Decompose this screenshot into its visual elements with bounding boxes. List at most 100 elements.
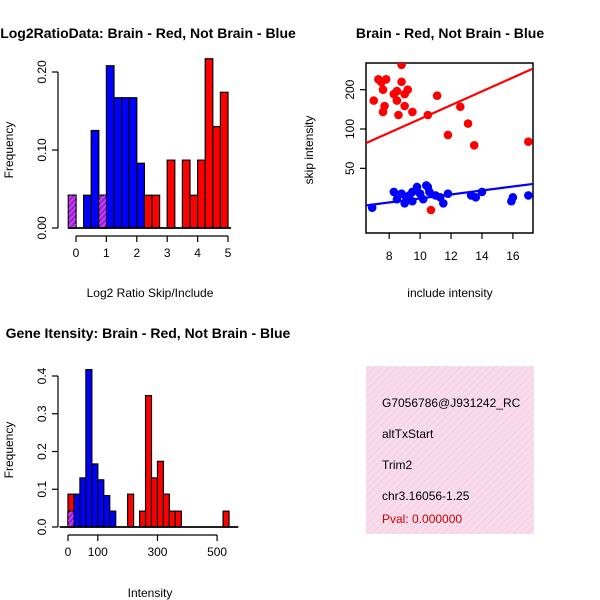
x-tick-label: 14 xyxy=(475,249,489,263)
x-axis-label: Intensity xyxy=(128,586,173,600)
x-tick-label: 16 xyxy=(506,249,520,263)
y-tick-label: 50 xyxy=(343,161,357,175)
gene-name: Trim2 xyxy=(382,458,413,472)
chart-title: Log2RatioData: Brain - Red, Not Brain - … xyxy=(0,25,296,41)
brain-bar xyxy=(151,194,161,229)
not-brain-point xyxy=(408,196,417,206)
brain-point xyxy=(463,119,473,128)
y-tick-label: 0.3 xyxy=(35,405,49,422)
y-tick-label: 0.4 xyxy=(35,367,49,384)
brain-point xyxy=(456,102,465,112)
not-brain-point xyxy=(389,187,399,197)
brain-bar xyxy=(143,194,153,229)
x-tick-label: 12 xyxy=(444,249,458,263)
y-tick-label: 200 xyxy=(343,79,357,99)
not-brain-bar xyxy=(113,97,123,229)
x-tick-label: 3 xyxy=(164,246,171,260)
overlap-hatch xyxy=(68,511,74,527)
chart-title: Gene Itensity: Brain - Red, Not Brain - … xyxy=(6,325,291,341)
y-tick-label: 0.20 xyxy=(35,60,49,84)
brain-bar xyxy=(127,493,135,528)
intensity-scatter: Brain - Red, Not Brain - Blue include in… xyxy=(302,25,544,300)
not-brain-bar xyxy=(103,495,111,528)
x-tick-label: 300 xyxy=(147,545,167,559)
gene-intensity-histogram: Gene Itensity: Brain - Red, Not Brain - … xyxy=(2,325,291,600)
brain-bar xyxy=(138,510,147,528)
brain-bar xyxy=(204,58,214,229)
not-brain-bar xyxy=(91,463,99,528)
brain-point xyxy=(400,101,409,111)
not-brain-bar xyxy=(85,368,93,528)
x-tick-label: 100 xyxy=(88,545,108,559)
y-tick-label: 0.1 xyxy=(35,481,49,498)
not-brain-point xyxy=(439,199,448,208)
not-brain-point xyxy=(367,203,377,212)
x-tick-label: 4 xyxy=(194,246,201,260)
brain-point xyxy=(378,85,388,94)
event-type: altTxStart xyxy=(382,427,434,441)
y-axis-label: Frequency xyxy=(2,422,16,479)
x-tick-label: 0 xyxy=(73,246,80,260)
brain-point xyxy=(469,141,479,150)
y-tick-label: 0.2 xyxy=(35,443,49,460)
x-axis-label: include intensity xyxy=(407,286,492,300)
brain-bar xyxy=(156,460,165,528)
brain-point xyxy=(524,137,533,146)
y-axis-label: skip intensity xyxy=(302,116,316,185)
not-brain-point xyxy=(412,182,422,192)
brain-point xyxy=(397,63,406,70)
not-brain-bar xyxy=(90,129,100,229)
brain-bar xyxy=(181,159,191,229)
brain-point xyxy=(380,101,389,111)
plot-area xyxy=(366,63,533,215)
x-tick-label: 8 xyxy=(386,249,393,263)
y-tick-label: 0.10 xyxy=(35,138,49,162)
not-brain-point xyxy=(508,193,518,202)
not-brain-bar xyxy=(136,162,146,229)
brain-fit-line xyxy=(366,67,533,145)
x-tick-label: 1 xyxy=(103,246,110,260)
brain-bar xyxy=(162,493,170,528)
brain-bar xyxy=(197,159,206,229)
brain-point xyxy=(394,110,403,120)
brain-point xyxy=(403,85,413,94)
log2-ratio-histogram: Log2RatioData: Brain - Red, Not Brain - … xyxy=(0,25,296,300)
x-tick-label: 0 xyxy=(65,545,72,559)
not-brain-point xyxy=(443,189,453,198)
x-tick-label: 5 xyxy=(225,246,232,260)
y-axis-label: Frequency xyxy=(2,122,16,179)
p-value: Pval: 0.000000 xyxy=(382,512,462,526)
brain-point xyxy=(381,75,391,84)
overlap-hatch xyxy=(98,195,107,228)
brain-bar xyxy=(189,194,199,229)
brain-point xyxy=(397,77,406,87)
event-id: G7056786@J931242_RC xyxy=(382,396,521,410)
y-tick-label: 0.00 xyxy=(35,216,49,240)
chart-title: Brain - Red, Not Brain - Blue xyxy=(356,25,544,41)
not-brain-bar xyxy=(120,97,130,229)
not-brain-point xyxy=(471,193,481,202)
brain-point xyxy=(426,205,436,215)
brain-point xyxy=(408,107,417,117)
brain-point xyxy=(423,110,433,120)
event-info-panel: G7056786@J931242_RC altTxStart Trim2 chr… xyxy=(366,366,534,534)
brain-bar xyxy=(166,159,176,229)
brain-point xyxy=(392,86,402,96)
brain-bar xyxy=(150,477,159,528)
brain-bar xyxy=(168,510,176,528)
plot-box xyxy=(365,62,534,234)
not-brain-bar xyxy=(79,477,87,528)
overlap-hatch xyxy=(68,195,76,228)
not-brain-point xyxy=(477,187,487,197)
not-brain-bar xyxy=(109,510,117,528)
brain-point xyxy=(432,91,442,100)
brain-bar xyxy=(144,395,153,528)
brain-bar xyxy=(219,91,229,229)
not-brain-bar xyxy=(128,97,138,229)
x-tick-label: 2 xyxy=(133,246,140,260)
not-brain-bar xyxy=(105,65,115,229)
not-brain-point xyxy=(418,194,428,204)
x-tick-label: 10 xyxy=(413,249,427,263)
not-brain-bar xyxy=(97,479,105,528)
